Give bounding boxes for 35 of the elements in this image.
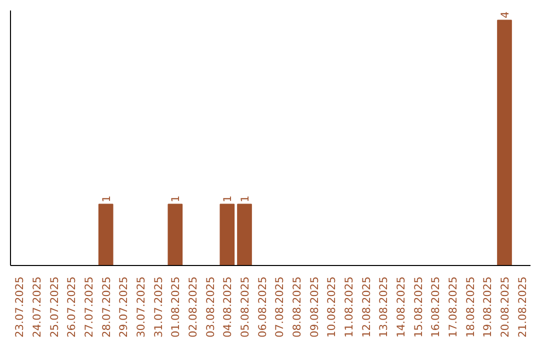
x-tick-label: 17.08.2025: [446, 276, 460, 338]
x-tick-label: 26.07.2025: [65, 276, 78, 338]
x-tick-label: 08.08.2025: [290, 276, 304, 338]
x-tick-label: 16.08.2025: [429, 276, 442, 338]
x-tick-label: 23.07.2025: [13, 276, 26, 338]
data-label: 4: [498, 11, 512, 18]
x-tick-label: 14.08.2025: [394, 276, 408, 338]
x-tick-label: 07.08.2025: [273, 276, 286, 338]
x-tick-label: 19.08.2025: [481, 276, 494, 338]
x-tick-label: 01.08.2025: [169, 276, 182, 338]
x-tick-label: 28.07.2025: [100, 276, 113, 338]
x-tick-label: 25.07.2025: [48, 276, 61, 338]
x-tick-label: 05.08.2025: [238, 276, 252, 338]
x-tick-label: 18.08.2025: [464, 276, 477, 338]
data-label: 1: [238, 195, 252, 202]
x-tick-label: 11.08.2025: [342, 276, 356, 338]
x-tick-label: 31.07.2025: [152, 276, 165, 338]
x-tick-label: 29.07.2025: [117, 276, 130, 338]
x-tick-label: 13.08.2025: [377, 276, 390, 338]
x-tick-label: 12.08.2025: [360, 276, 373, 338]
x-tick-label: 09.08.2025: [308, 276, 321, 338]
x-tick-label: 27.07.2025: [82, 276, 96, 338]
data-label: 1: [221, 195, 234, 202]
x-tick-label: 10.08.2025: [325, 276, 338, 338]
x-tick-label: 30.07.2025: [134, 276, 148, 338]
data-label: 1: [100, 195, 113, 202]
x-tick-label: 04.08.2025: [221, 276, 234, 338]
data-label: 1: [169, 195, 182, 202]
x-tick-label: 02.08.2025: [186, 276, 200, 338]
x-tick-label: 21.08.2025: [516, 276, 529, 338]
x-tick-label: 06.08.2025: [256, 276, 269, 338]
x-tick-label: 15.08.2025: [412, 276, 425, 338]
x-tick-label: 03.08.2025: [204, 276, 217, 338]
x-tick-label: 20.08.2025: [498, 276, 512, 338]
x-tick-label: 24.07.2025: [30, 276, 44, 338]
